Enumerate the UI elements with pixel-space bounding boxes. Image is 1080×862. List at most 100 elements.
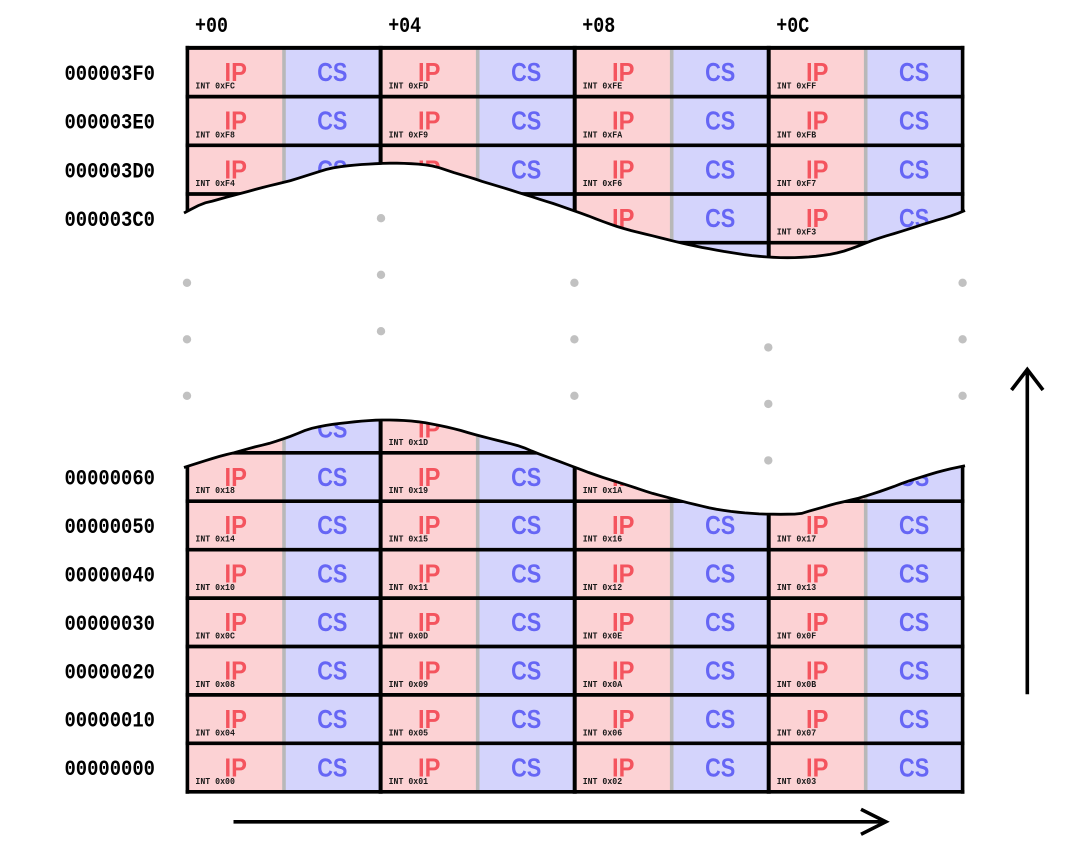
svg-text:INT 0xF8: INT 0xF8 bbox=[195, 129, 235, 140]
svg-text:INT 0x19: INT 0x19 bbox=[389, 485, 429, 496]
svg-text:IP: IP bbox=[806, 203, 828, 233]
svg-text:IP: IP bbox=[806, 106, 828, 136]
svg-text:CS: CS bbox=[511, 510, 541, 540]
svg-text:CS: CS bbox=[705, 559, 735, 589]
svg-text:CS: CS bbox=[705, 57, 735, 87]
svg-text:IP: IP bbox=[418, 57, 440, 87]
svg-text:IP: IP bbox=[612, 106, 634, 136]
svg-text:00000000: 00000000 bbox=[65, 756, 156, 782]
svg-text:000003C0: 000003C0 bbox=[65, 207, 156, 233]
svg-text:+08: +08 bbox=[582, 13, 615, 39]
svg-text:IP: IP bbox=[806, 607, 828, 637]
svg-text:CS: CS bbox=[899, 154, 929, 184]
svg-text:INT 0x0B: INT 0x0B bbox=[777, 679, 817, 690]
svg-text:CS: CS bbox=[705, 752, 735, 782]
svg-text:CS: CS bbox=[705, 656, 735, 686]
svg-text:00000040: 00000040 bbox=[65, 563, 156, 589]
svg-text:INT 0x15: INT 0x15 bbox=[389, 534, 429, 545]
svg-text:CS: CS bbox=[511, 106, 541, 136]
svg-text:INT 0x00: INT 0x00 bbox=[195, 776, 235, 787]
svg-text:000003F0: 000003F0 bbox=[65, 61, 156, 87]
svg-text:00000030: 00000030 bbox=[65, 611, 156, 637]
svg-text:IP: IP bbox=[612, 154, 634, 184]
svg-text:CS: CS bbox=[511, 704, 541, 734]
svg-text:CS: CS bbox=[511, 57, 541, 87]
svg-text:CS: CS bbox=[317, 752, 347, 782]
svg-text:INT 0x03: INT 0x03 bbox=[777, 776, 817, 787]
svg-text:IP: IP bbox=[612, 57, 634, 87]
svg-text:+00: +00 bbox=[195, 13, 228, 39]
svg-text:INT 0x08: INT 0x08 bbox=[195, 679, 235, 690]
svg-text:INT 0x07: INT 0x07 bbox=[777, 727, 817, 738]
svg-text:IP: IP bbox=[225, 752, 247, 782]
svg-text:CS: CS bbox=[511, 656, 541, 686]
svg-text:CS: CS bbox=[511, 752, 541, 782]
svg-text:INT 0x09: INT 0x09 bbox=[389, 679, 429, 690]
svg-text:IP: IP bbox=[225, 607, 247, 637]
svg-text:INT 0x1D: INT 0x1D bbox=[389, 437, 429, 448]
svg-text:INT 0xF4: INT 0xF4 bbox=[195, 178, 235, 189]
svg-text:INT 0x12: INT 0x12 bbox=[583, 582, 623, 593]
svg-text:CS: CS bbox=[317, 57, 347, 87]
svg-text:INT 0x10: INT 0x10 bbox=[195, 582, 235, 593]
svg-text:INT 0xFF: INT 0xFF bbox=[777, 81, 817, 92]
svg-text:INT 0xF3: INT 0xF3 bbox=[777, 227, 817, 238]
svg-text:CS: CS bbox=[705, 510, 735, 540]
svg-text:INT 0x06: INT 0x06 bbox=[583, 727, 623, 738]
svg-text:CS: CS bbox=[899, 656, 929, 686]
svg-text:IP: IP bbox=[418, 559, 440, 589]
svg-text:IP: IP bbox=[225, 559, 247, 589]
svg-text:CS: CS bbox=[899, 704, 929, 734]
svg-text:00000010: 00000010 bbox=[65, 708, 156, 734]
svg-text:CS: CS bbox=[899, 57, 929, 87]
svg-text:CS: CS bbox=[899, 510, 929, 540]
svg-text:00000020: 00000020 bbox=[65, 659, 156, 685]
svg-text:IP: IP bbox=[418, 510, 440, 540]
svg-text:CS: CS bbox=[511, 154, 541, 184]
svg-text:INT 0xFB: INT 0xFB bbox=[777, 129, 817, 140]
svg-text:IP: IP bbox=[225, 656, 247, 686]
svg-text:IP: IP bbox=[806, 752, 828, 782]
svg-text:CS: CS bbox=[705, 154, 735, 184]
svg-text:IP: IP bbox=[806, 704, 828, 734]
svg-text:IP: IP bbox=[612, 559, 634, 589]
svg-text:IP: IP bbox=[418, 656, 440, 686]
svg-text:INT 0xFC: INT 0xFC bbox=[195, 81, 235, 92]
svg-text:IP: IP bbox=[806, 57, 828, 87]
svg-text:INT 0xF9: INT 0xF9 bbox=[389, 129, 429, 140]
svg-text:CS: CS bbox=[899, 106, 929, 136]
svg-text:IP: IP bbox=[612, 752, 634, 782]
svg-text:CS: CS bbox=[705, 704, 735, 734]
svg-text:IP: IP bbox=[612, 656, 634, 686]
svg-text:IP: IP bbox=[612, 510, 634, 540]
svg-text:CS: CS bbox=[317, 656, 347, 686]
svg-text:CS: CS bbox=[705, 203, 735, 233]
svg-text:INT 0x16: INT 0x16 bbox=[583, 534, 623, 545]
svg-text:00000050: 00000050 bbox=[65, 514, 156, 540]
svg-text:IP: IP bbox=[225, 57, 247, 87]
svg-text:INT 0x02: INT 0x02 bbox=[583, 776, 623, 787]
svg-text:INT 0x0E: INT 0x0E bbox=[583, 631, 623, 642]
svg-text:IP: IP bbox=[225, 154, 247, 184]
svg-text:CS: CS bbox=[705, 106, 735, 136]
svg-text:IP: IP bbox=[225, 510, 247, 540]
svg-text:INT 0x0A: INT 0x0A bbox=[583, 679, 623, 690]
svg-text:IP: IP bbox=[806, 154, 828, 184]
svg-text:INT 0x0C: INT 0x0C bbox=[195, 631, 235, 642]
svg-text:IP: IP bbox=[225, 106, 247, 136]
svg-text:+04: +04 bbox=[388, 13, 421, 39]
svg-text:INT 0x18: INT 0x18 bbox=[195, 485, 235, 496]
svg-text:INT 0xF7: INT 0xF7 bbox=[777, 178, 817, 189]
svg-text:CS: CS bbox=[317, 607, 347, 637]
svg-text:INT 0xFE: INT 0xFE bbox=[583, 81, 623, 92]
svg-text:IP: IP bbox=[806, 559, 828, 589]
svg-text:INT 0x0D: INT 0x0D bbox=[389, 631, 429, 642]
svg-text:INT 0x14: INT 0x14 bbox=[195, 534, 235, 545]
svg-text:INT 0x17: INT 0x17 bbox=[777, 534, 817, 545]
svg-text:IP: IP bbox=[612, 704, 634, 734]
svg-text:IP: IP bbox=[418, 752, 440, 782]
svg-text:IP: IP bbox=[418, 106, 440, 136]
svg-text:CS: CS bbox=[511, 607, 541, 637]
svg-text:INT 0xFD: INT 0xFD bbox=[389, 81, 429, 92]
svg-text:INT 0x04: INT 0x04 bbox=[195, 727, 235, 738]
